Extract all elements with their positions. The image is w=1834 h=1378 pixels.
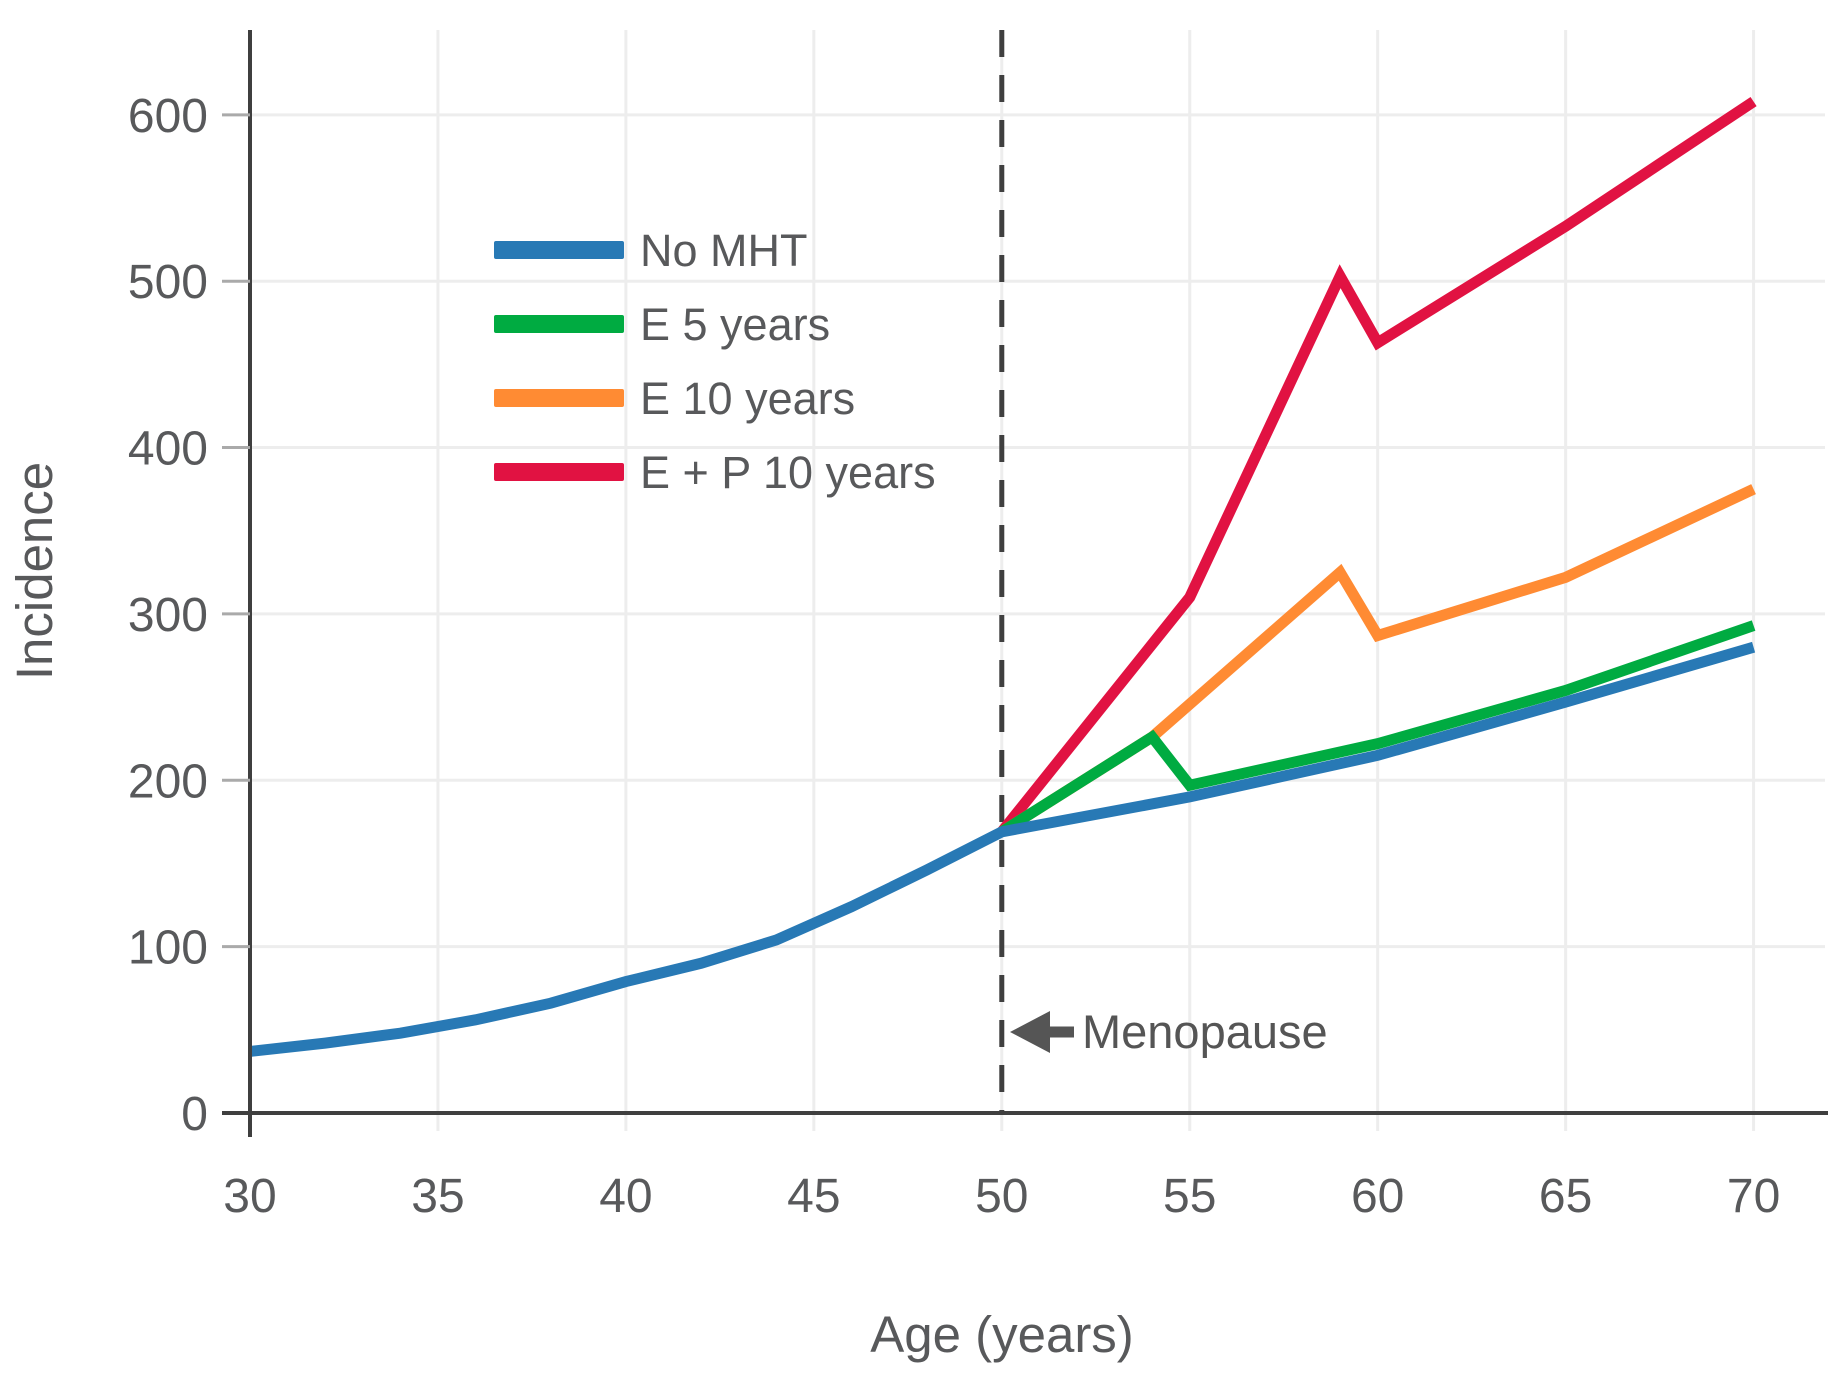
y-tick-label-500: 500 [128,256,208,309]
x-tick-label-30: 30 [223,1170,276,1223]
axes [222,30,1828,1137]
legend-label-no-mht: No MHT [640,225,808,276]
menopause-annotation: Menopause [1010,1005,1328,1058]
series-lines [249,96,1757,1057]
x-axis-label: Age (years) [870,1306,1134,1363]
legend-item-e-5-years: E 5 years [494,299,830,350]
legend-item-no-mht: No MHT [494,225,808,276]
y-tick-label-300: 300 [128,589,208,642]
legend-item-e-p-10-years: E + P 10 years [494,447,936,498]
y-tick-label-400: 400 [128,423,208,476]
series-line-e-5-years [998,620,1756,837]
legend-swatch-e-5-years [494,315,624,333]
y-tick-label-0: 0 [181,1088,208,1141]
x-tick-label-35: 35 [411,1170,464,1223]
series-line-no-mht [249,641,1756,1057]
legend: No MHT E 5 years E 10 years E + P 10 years [494,225,936,498]
legend-swatch-e-10-years [494,389,624,407]
y-tick-label-100: 100 [128,922,208,975]
y-tick-label-600: 600 [128,90,208,143]
legend-swatch-e-p-10-years [494,463,624,481]
x-tick-label-45: 45 [787,1170,840,1223]
tick-labels: 30 35 40 45 50 55 60 65 70 0 100 200 300 400 500 600 [128,90,1780,1223]
x-tick-label-65: 65 [1539,1170,1592,1223]
y-tick-label-200: 200 [128,755,208,808]
menopause-arrow-head-icon [1010,1011,1050,1053]
y-axis-label: Incidence [6,462,63,680]
x-tick-label-70: 70 [1727,1170,1780,1223]
legend-swatch-no-mht [494,241,624,259]
x-tick-label-40: 40 [599,1170,652,1223]
x-tick-label-50: 50 [975,1170,1028,1223]
series-line-e-p-10-years [997,96,1757,836]
gridlines [250,30,1825,1131]
legend-label-e-p-10-years: E + P 10 years [640,447,936,498]
legend-item-e-10-years: E 10 years [494,373,855,424]
x-tick-label-55: 55 [1163,1170,1216,1223]
legend-label-e-10-years: E 10 years [640,373,855,424]
legend-label-e-5-years: E 5 years [640,299,830,350]
x-tick-label-60: 60 [1351,1170,1404,1223]
menopause-label: Menopause [1082,1005,1328,1058]
